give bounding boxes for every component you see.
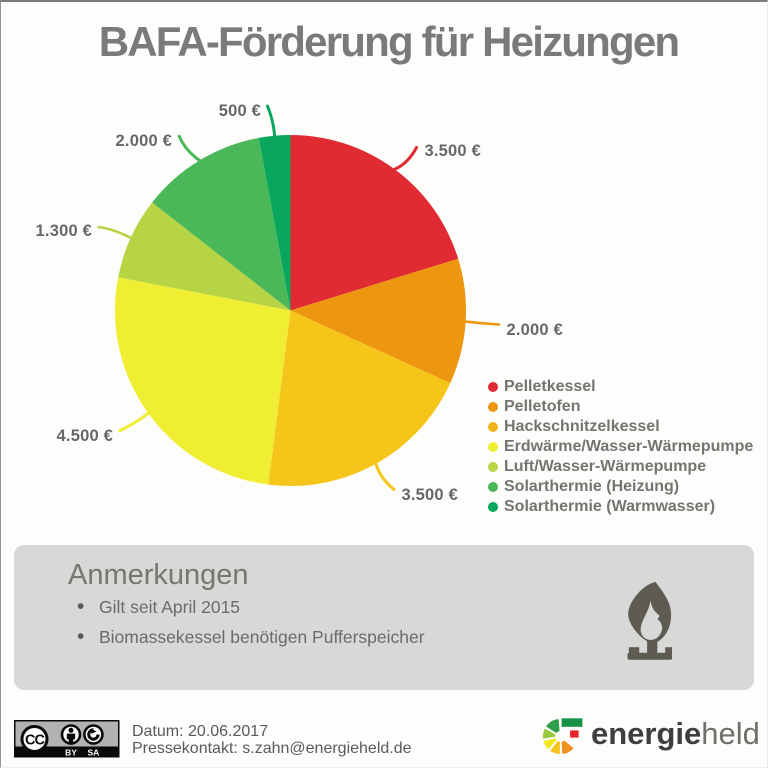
svg-text:SA: SA: [87, 747, 99, 757]
svg-text:BY: BY: [65, 747, 77, 757]
svg-text:CC: CC: [25, 733, 45, 749]
